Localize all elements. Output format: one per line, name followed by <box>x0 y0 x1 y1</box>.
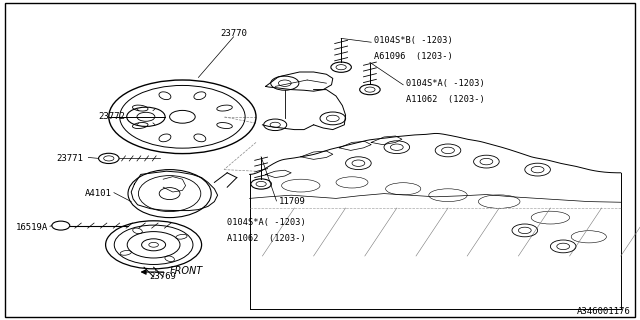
Text: 11709: 11709 <box>278 197 305 206</box>
Text: 23769: 23769 <box>150 272 177 281</box>
Text: 0104S*A( -1203): 0104S*A( -1203) <box>406 79 485 88</box>
Text: 16519A: 16519A <box>16 223 48 232</box>
Text: FRONT: FRONT <box>170 266 203 276</box>
Text: 23772: 23772 <box>98 112 125 121</box>
Text: 0104S*B( -1203): 0104S*B( -1203) <box>374 36 453 44</box>
Text: 23771: 23771 <box>56 154 83 163</box>
Text: 23770: 23770 <box>220 29 247 38</box>
Text: A11062  (1203-): A11062 (1203-) <box>406 95 485 104</box>
Text: A11062  (1203-): A11062 (1203-) <box>227 234 306 243</box>
Text: A4101: A4101 <box>85 189 112 198</box>
Text: A346001176: A346001176 <box>577 308 630 316</box>
Text: A61096  (1203-): A61096 (1203-) <box>374 52 453 60</box>
Text: 0104S*A( -1203): 0104S*A( -1203) <box>227 218 306 227</box>
